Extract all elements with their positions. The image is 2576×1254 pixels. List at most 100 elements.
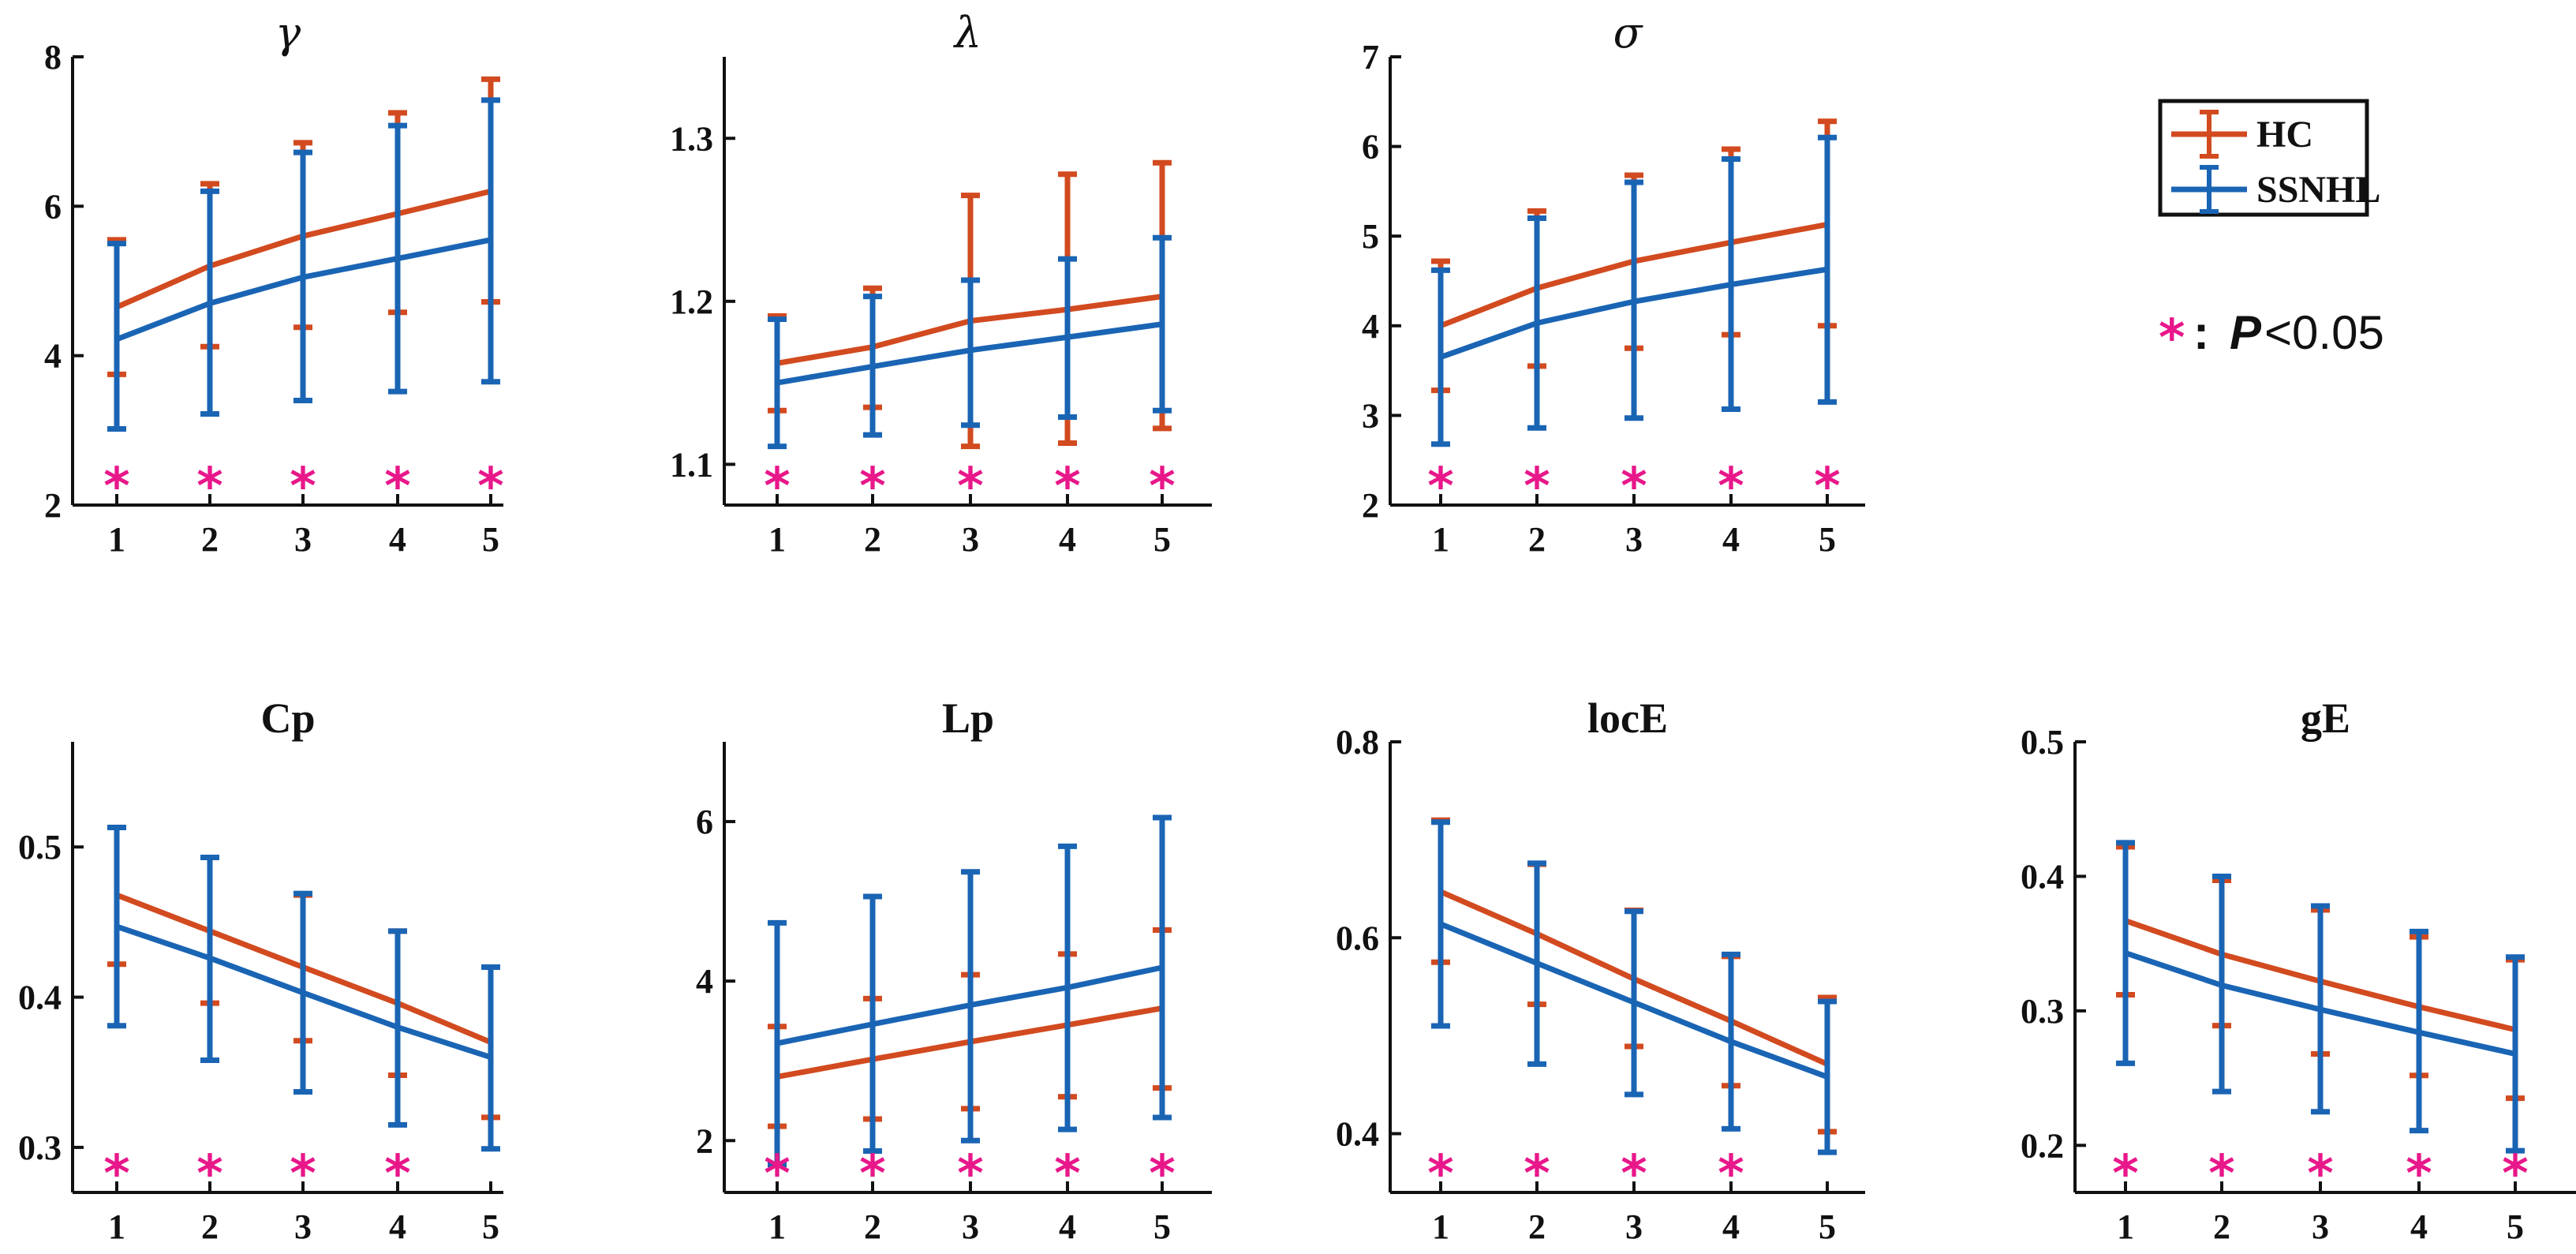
significance-star: *	[2502, 1145, 2528, 1203]
x-tick-label: 1	[1432, 1207, 1449, 1246]
series-ssnhl	[107, 97, 500, 432]
significance-star: *	[859, 1145, 885, 1203]
significance-star: *	[2208, 1145, 2234, 1203]
mean-line-ssnhl	[115, 923, 492, 1061]
significance-star: *	[764, 1145, 790, 1203]
chart-panel-2: λ 1.1 1.2 1.3 1 2 3 4 5 * * * * *	[670, 8, 1212, 559]
x-tick-label: 4	[389, 520, 406, 559]
y-tick-label: 2	[1362, 486, 1379, 525]
chart-panel-1: γ 2 4 6 8 1 2 3 4 5 * * * * *	[44, 8, 504, 559]
y-tick-label: 6	[44, 187, 62, 226]
x-tick-label: 5	[482, 1207, 499, 1246]
series-ssnhl	[768, 234, 1172, 450]
mean-line-ssnhl	[1439, 266, 1828, 360]
significance-p-symbol: P	[2230, 306, 2262, 359]
x-tick-label: 3	[1625, 520, 1643, 559]
x-tick-label: 3	[294, 520, 312, 559]
y-tick-label: 0.4	[1336, 1115, 1379, 1154]
y-tick-label: 5	[1362, 217, 1379, 256]
significance-star: *	[1427, 458, 1453, 516]
x-tick-label: 2	[201, 1207, 219, 1246]
legend-entry-ssnhl: SSNHL	[2171, 165, 2380, 214]
significance-star: *	[2406, 1145, 2432, 1203]
chart-panel-5: Lp 2 4 6 1 2 3 4 5 * * * * *	[696, 694, 1212, 1246]
y-tick-label: 0.6	[1336, 919, 1379, 957]
significance-star: *	[290, 1145, 316, 1203]
y-tick-label: 0.5	[2021, 723, 2064, 762]
significance-star: *	[1621, 458, 1647, 516]
x-tick-label: 5	[1819, 1207, 1836, 1246]
x-tick-label: 3	[962, 520, 979, 559]
x-tick-label: 4	[1059, 520, 1076, 559]
significance-star: *	[2159, 309, 2185, 368]
significance-star: *	[290, 458, 316, 516]
series-ssnhl	[2116, 840, 2525, 1154]
significance-star: *	[384, 458, 410, 516]
x-tick-label: 1	[768, 1207, 786, 1246]
x-tick-label: 1	[2117, 1207, 2134, 1246]
significance-star: *	[764, 458, 790, 516]
y-tick-label: 7	[1362, 38, 1379, 77]
mean-line-ssnhl	[115, 237, 492, 343]
significance-threshold: <0.05	[2264, 306, 2384, 359]
significance-star: *	[1054, 458, 1080, 516]
x-tick-label: 5	[482, 520, 499, 559]
significance-star: *	[196, 1145, 222, 1203]
y-tick-label: 8	[44, 38, 62, 77]
significance-star: *	[1149, 1145, 1175, 1203]
y-tick-label: 4	[44, 337, 62, 376]
significance-star: *	[1149, 458, 1175, 516]
x-tick-label: 1	[768, 520, 786, 559]
x-tick-label: 3	[1625, 1207, 1643, 1246]
x-tick-label: 3	[294, 1207, 312, 1246]
chart-panel-4: Cp 0.3 0.4 0.5 1 2 3 4 5 * * * *	[18, 694, 503, 1246]
series-ssnhl	[1431, 134, 1837, 447]
chart-title: γ	[275, 8, 301, 58]
series-ssnhl	[1431, 819, 1837, 1155]
x-tick-label: 5	[1153, 1207, 1171, 1246]
x-tick-label: 5	[1153, 520, 1171, 559]
significance-star: *	[103, 1145, 129, 1203]
y-tick-label: 4	[1362, 307, 1379, 346]
significance-star: *	[196, 458, 222, 516]
y-tick-label: 0.3	[18, 1129, 62, 1167]
x-tick-label: 1	[108, 1207, 125, 1246]
chart-title: locE	[1587, 694, 1668, 742]
significance-colon: :	[2193, 306, 2209, 359]
chart-title: σ	[1613, 8, 1644, 58]
y-tick-label: 0.4	[18, 979, 62, 1017]
significance-star: *	[957, 458, 983, 516]
x-tick-label: 1	[108, 520, 125, 559]
significance-star: *	[1718, 458, 1744, 516]
chart-panel-6: locE 0.4 0.6 0.8 1 2 3 4 5 * * * *	[1336, 694, 1865, 1246]
x-tick-label: 3	[962, 1207, 979, 1246]
chart-title: Lp	[942, 694, 994, 742]
mean-line-ssnhl	[776, 321, 1163, 386]
chart-title: gE	[2301, 694, 2350, 742]
significance-star: *	[859, 458, 885, 516]
significance-star: *	[1621, 1145, 1647, 1203]
significance-star: *	[384, 1145, 410, 1203]
x-tick-label: 2	[864, 520, 881, 559]
x-tick-label: 4	[1059, 1207, 1076, 1246]
series-ssnhl	[107, 824, 500, 1152]
chart-title: Cp	[260, 694, 315, 742]
significance-star: *	[2112, 1145, 2138, 1203]
x-tick-label: 5	[1819, 520, 1836, 559]
significance-star: *	[1054, 1145, 1080, 1203]
legend-box	[2158, 99, 2369, 217]
significance-star: *	[1814, 458, 1840, 516]
x-tick-label: 4	[1722, 520, 1740, 559]
x-tick-label: 2	[1528, 1207, 1546, 1246]
series-ssnhl	[768, 814, 1172, 1168]
x-tick-label: 2	[2213, 1207, 2230, 1246]
significance-note: * : P <0.05	[2159, 306, 2384, 368]
y-tick-label: 3	[1362, 396, 1379, 435]
charts-layer: γ 2 4 6 8 1 2 3 4 5 * * * * * λ 1.1 1.2 1.3 1 2 3 4 5 * * * * * σ 2 3 4 5…	[18, 8, 2576, 1246]
y-tick-label: 1.3	[670, 119, 713, 158]
y-tick-label: 6	[696, 803, 713, 841]
y-tick-label: 0.5	[18, 828, 62, 867]
x-tick-label: 5	[2507, 1207, 2524, 1246]
chart-title: λ	[953, 8, 981, 58]
